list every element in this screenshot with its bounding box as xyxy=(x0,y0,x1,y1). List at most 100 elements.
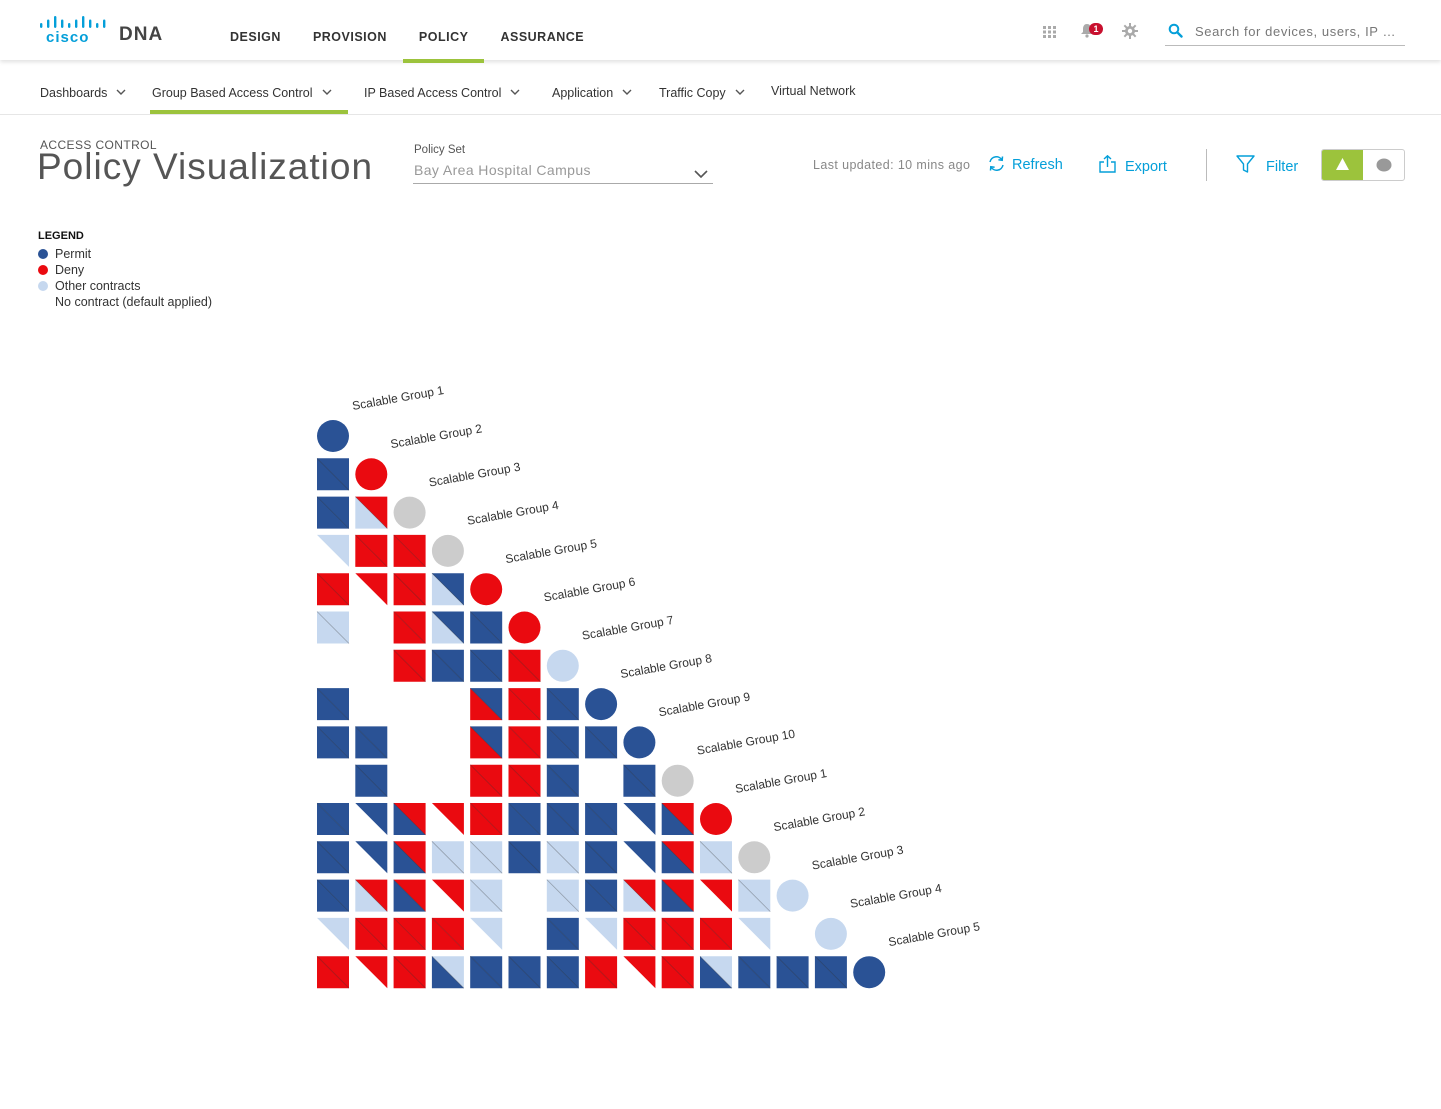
policy-cell-r7-c3-upper[interactable] xyxy=(393,649,426,682)
policy-cell-r15-c13-upper[interactable] xyxy=(776,956,809,989)
subnav-group-based-access-control[interactable]: Group Based Access Control xyxy=(152,84,332,100)
policy-cell-r9-c5-upper[interactable] xyxy=(470,726,503,759)
policy-cell-r11-c10-upper[interactable] xyxy=(661,803,694,835)
policy-cell-r15-c7-upper[interactable] xyxy=(546,956,579,989)
policy-cell-r14-c7-upper[interactable] xyxy=(546,917,579,950)
policy-cell-r15-c9[interactable] xyxy=(623,956,656,989)
policy-cell-r14-c2-upper[interactable] xyxy=(355,917,388,950)
group-node-3[interactable] xyxy=(393,496,426,529)
policy-cell-r13-c10-upper[interactable] xyxy=(661,879,694,912)
search-field[interactable]: Search for devices, users, IP … xyxy=(1165,19,1405,46)
policy-cell-r14-c5[interactable] xyxy=(470,917,503,950)
policy-cell-r3-c1-upper[interactable] xyxy=(317,496,349,529)
policy-cell-r12-c5-upper[interactable] xyxy=(470,841,503,874)
policy-cell-r15-c4-upper[interactable] xyxy=(431,956,464,989)
subnav-dashboards[interactable]: Dashboards xyxy=(40,84,126,100)
policy-cell-r4-c3-upper[interactable] xyxy=(393,534,426,567)
policy-cell-r6-c5-upper[interactable] xyxy=(470,611,503,644)
policy-cell-r10-c6-upper[interactable] xyxy=(508,764,541,797)
group-node-4[interactable] xyxy=(431,534,464,567)
policy-cell-r14-c3-upper[interactable] xyxy=(393,917,426,950)
policy-cell-r14-c8[interactable] xyxy=(585,917,618,950)
policy-cell-r5-c1-upper[interactable] xyxy=(317,573,349,606)
policy-cell-r5-c2[interactable] xyxy=(355,573,388,606)
policy-cell-r5-c4-upper[interactable] xyxy=(431,573,464,606)
policy-cell-r4-c1[interactable] xyxy=(317,534,349,567)
group-node-10[interactable] xyxy=(661,764,694,797)
policy-cell-r11-c7-upper[interactable] xyxy=(546,803,579,835)
nav-design[interactable]: DESIGN xyxy=(230,30,281,44)
policy-cell-r14-c12[interactable] xyxy=(738,917,771,950)
apps-grid-icon[interactable] xyxy=(1043,25,1056,43)
subnav-ip-based-access-control[interactable]: IP Based Access Control xyxy=(364,84,520,100)
policy-cell-r15-c3-upper[interactable] xyxy=(393,956,426,989)
policy-cell-r5-c3-upper[interactable] xyxy=(393,573,426,606)
group-node-8[interactable] xyxy=(585,688,618,721)
policy-cell-r11-c4[interactable] xyxy=(431,803,464,835)
policy-cell-r7-c4-upper[interactable] xyxy=(431,649,464,682)
gear-icon[interactable] xyxy=(1122,23,1138,44)
policy-cell-r11-c1-upper[interactable] xyxy=(317,803,349,835)
export-button[interactable]: Export xyxy=(1099,154,1167,177)
policy-cell-r13-c4[interactable] xyxy=(431,879,464,912)
policy-cell-r13-c11[interactable] xyxy=(700,879,732,912)
policy-cell-r13-c5-upper[interactable] xyxy=(470,879,503,912)
policy-cell-r3-c2-upper[interactable] xyxy=(355,496,388,529)
policy-cell-r10-c5-upper[interactable] xyxy=(470,764,503,797)
policy-cell-r12-c7-upper[interactable] xyxy=(546,841,579,874)
policy-cell-r11-c6-upper[interactable] xyxy=(508,803,541,835)
policy-cell-r4-c2-upper[interactable] xyxy=(355,534,388,567)
policy-cell-r15-c5-upper[interactable] xyxy=(470,956,503,989)
nav-provision[interactable]: PROVISION xyxy=(312,30,387,44)
policy-cell-r11-c3-upper[interactable] xyxy=(393,803,426,835)
group-node-2[interactable] xyxy=(355,458,388,491)
group-node-9[interactable] xyxy=(623,726,656,759)
policy-cell-r8-c1-upper[interactable] xyxy=(317,688,349,721)
group-node-7[interactable] xyxy=(546,649,579,682)
filter-button[interactable]: Filter xyxy=(1236,155,1298,178)
policy-cell-r8-c5-upper[interactable] xyxy=(470,688,503,721)
policy-cell-r12-c8-upper[interactable] xyxy=(585,841,618,874)
policy-cell-r15-c1-upper[interactable] xyxy=(317,956,349,989)
policy-cell-r9-c8-upper[interactable] xyxy=(585,726,618,759)
policy-cell-r7-c6-upper[interactable] xyxy=(508,649,541,682)
subnav-application[interactable]: Application xyxy=(552,84,632,100)
policy-cell-r9-c2-upper[interactable] xyxy=(355,726,388,759)
policy-cell-r15-c10-upper[interactable] xyxy=(661,956,694,989)
circle-view-option[interactable] xyxy=(1363,150,1404,180)
group-node-1[interactable] xyxy=(317,420,349,452)
policy-cell-r8-c7-upper[interactable] xyxy=(546,688,579,721)
policy-cell-r11-c5-upper[interactable] xyxy=(470,803,503,835)
policy-cell-r13-c8-upper[interactable] xyxy=(585,879,618,912)
policy-cell-r6-c1-upper[interactable] xyxy=(317,611,349,644)
policy-cell-r14-c9-upper[interactable] xyxy=(623,917,656,950)
policy-cell-r3-c2-lower[interactable] xyxy=(355,496,388,529)
nav-policy[interactable]: POLICY xyxy=(402,0,485,63)
policy-cell-r9-c6-upper[interactable] xyxy=(508,726,541,759)
subnav-virtual-network[interactable]: Virtual Network xyxy=(771,84,856,98)
policy-cell-r15-c6-upper[interactable] xyxy=(508,956,541,989)
group-node-11[interactable] xyxy=(700,803,732,835)
policy-cell-r7-c5-upper[interactable] xyxy=(470,649,503,682)
policy-cell-r11-c2[interactable] xyxy=(355,803,388,835)
policy-cell-r14-c11-upper[interactable] xyxy=(700,917,732,950)
policy-cell-r15-c2[interactable] xyxy=(355,956,388,989)
subnav-traffic-copy[interactable]: Traffic Copy xyxy=(659,84,745,100)
policy-cell-r15-c12-upper[interactable] xyxy=(738,956,771,989)
policy-cell-r15-c8-upper[interactable] xyxy=(585,956,618,989)
policy-cell-r11-c9[interactable] xyxy=(623,803,656,835)
policy-cell-r12-c1-upper[interactable] xyxy=(317,841,349,874)
group-node-5[interactable] xyxy=(470,573,503,606)
policy-cell-r12-c9[interactable] xyxy=(623,841,656,874)
policy-cell-r12-c6-upper[interactable] xyxy=(508,841,541,874)
policy-cell-r10-c2-upper[interactable] xyxy=(355,764,388,797)
cisco-logo[interactable] xyxy=(40,16,106,30)
group-node-6[interactable] xyxy=(508,611,541,644)
policy-cell-r13-c9-upper[interactable] xyxy=(623,879,656,912)
policy-cell-r15-c11-upper[interactable] xyxy=(700,956,732,989)
policy-cell-r14-c1[interactable] xyxy=(317,917,349,950)
triangle-view-option[interactable] xyxy=(1322,150,1363,180)
group-node-15[interactable] xyxy=(853,956,886,989)
policy-cell-r10-c9-upper[interactable] xyxy=(623,764,656,797)
policy-cell-r11-c8-upper[interactable] xyxy=(585,803,618,835)
